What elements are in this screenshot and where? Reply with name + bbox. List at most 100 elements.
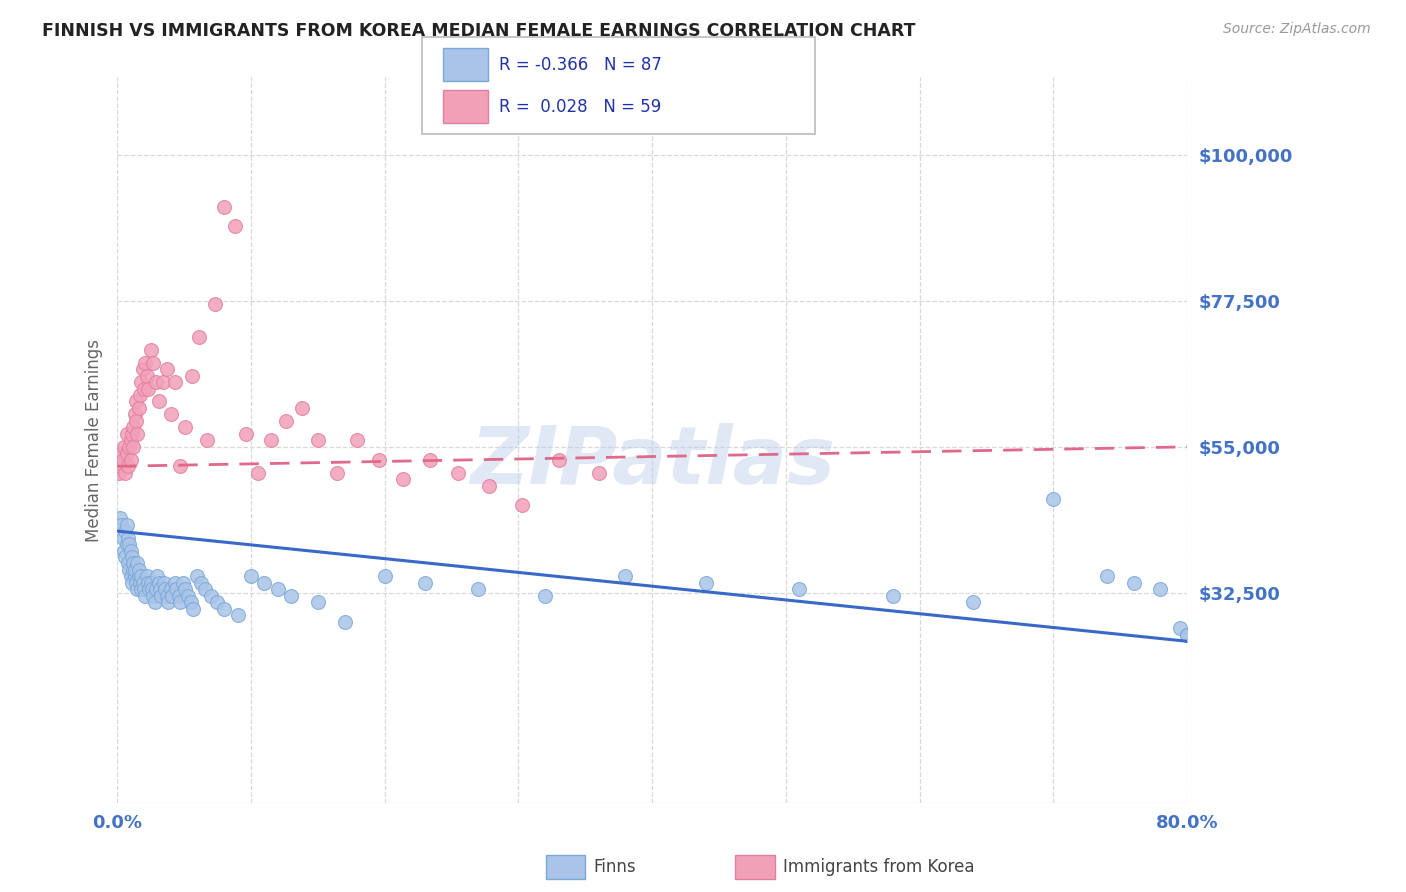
Point [224, 219, 246, 234]
Point [122, 557, 145, 571]
Point [146, 569, 169, 583]
Point [1175, 628, 1198, 642]
Point [172, 576, 194, 591]
Point [186, 569, 208, 583]
Point [114, 549, 136, 564]
Point [115, 517, 138, 532]
Point [118, 563, 141, 577]
Point [155, 582, 177, 597]
Point [125, 394, 148, 409]
Text: R = -0.366   N = 87: R = -0.366 N = 87 [499, 55, 662, 73]
Point [882, 589, 904, 603]
Point [125, 414, 148, 428]
Point [274, 414, 297, 428]
Point [419, 452, 441, 467]
Point [588, 466, 610, 480]
Point [139, 576, 162, 591]
Point [118, 537, 141, 551]
Point [131, 362, 153, 376]
Point [260, 434, 283, 448]
Point [207, 595, 229, 609]
Y-axis label: Median Female Earnings: Median Female Earnings [86, 339, 103, 541]
Point [115, 426, 138, 441]
Point [226, 608, 249, 623]
Point [392, 472, 415, 486]
Point [346, 434, 368, 448]
Point [115, 537, 138, 551]
Point [148, 576, 170, 591]
Point [132, 382, 155, 396]
Point [117, 459, 139, 474]
Point [153, 576, 176, 591]
Point [787, 582, 810, 597]
Point [121, 576, 143, 591]
Point [246, 466, 269, 480]
Point [148, 394, 170, 409]
Point [195, 434, 218, 448]
Text: Finns: Finns [593, 858, 636, 876]
Point [108, 511, 131, 525]
Point [163, 375, 186, 389]
Point [181, 368, 204, 383]
Point [167, 589, 190, 603]
Point [111, 531, 134, 545]
Point [145, 375, 167, 389]
Point [374, 569, 396, 583]
Point [128, 569, 150, 583]
Point [280, 589, 302, 603]
Point [139, 343, 162, 357]
Point [177, 589, 200, 603]
Point [962, 595, 984, 609]
Point [131, 576, 153, 591]
Point [291, 401, 314, 415]
Point [235, 426, 257, 441]
Point [136, 576, 159, 591]
Point [129, 375, 152, 389]
Point [132, 582, 155, 597]
Point [143, 595, 166, 609]
Point [112, 440, 135, 454]
Point [120, 452, 142, 467]
Point [183, 602, 205, 616]
Point [307, 434, 329, 448]
Point [125, 576, 148, 591]
Point [136, 382, 159, 396]
Point [120, 543, 142, 558]
Point [121, 426, 143, 441]
Point [467, 582, 489, 597]
Point [114, 466, 136, 480]
Point [129, 569, 152, 583]
Point [163, 576, 186, 591]
Text: ZIPatlas: ZIPatlas [470, 423, 835, 501]
Point [124, 569, 146, 583]
Point [325, 466, 347, 480]
Point [138, 582, 160, 597]
Point [127, 426, 149, 441]
Point [142, 355, 165, 369]
Point [194, 582, 217, 597]
Point [142, 589, 165, 603]
Point [121, 549, 143, 564]
Point [1042, 491, 1064, 506]
Point [1122, 576, 1144, 591]
Point [120, 569, 142, 583]
Point [333, 615, 356, 629]
Point [1170, 621, 1192, 635]
Point [204, 297, 226, 311]
Point [159, 582, 181, 597]
Point [169, 595, 191, 609]
Point [253, 576, 276, 591]
Point [134, 355, 156, 369]
Point [112, 543, 135, 558]
Point [156, 595, 179, 609]
Point [368, 452, 391, 467]
Point [128, 563, 150, 577]
Point [124, 563, 146, 577]
Point [160, 589, 183, 603]
Point [614, 569, 637, 583]
Point [145, 582, 167, 597]
Point [122, 420, 145, 434]
Point [129, 576, 152, 591]
Point [127, 582, 149, 597]
Point [1149, 582, 1171, 597]
